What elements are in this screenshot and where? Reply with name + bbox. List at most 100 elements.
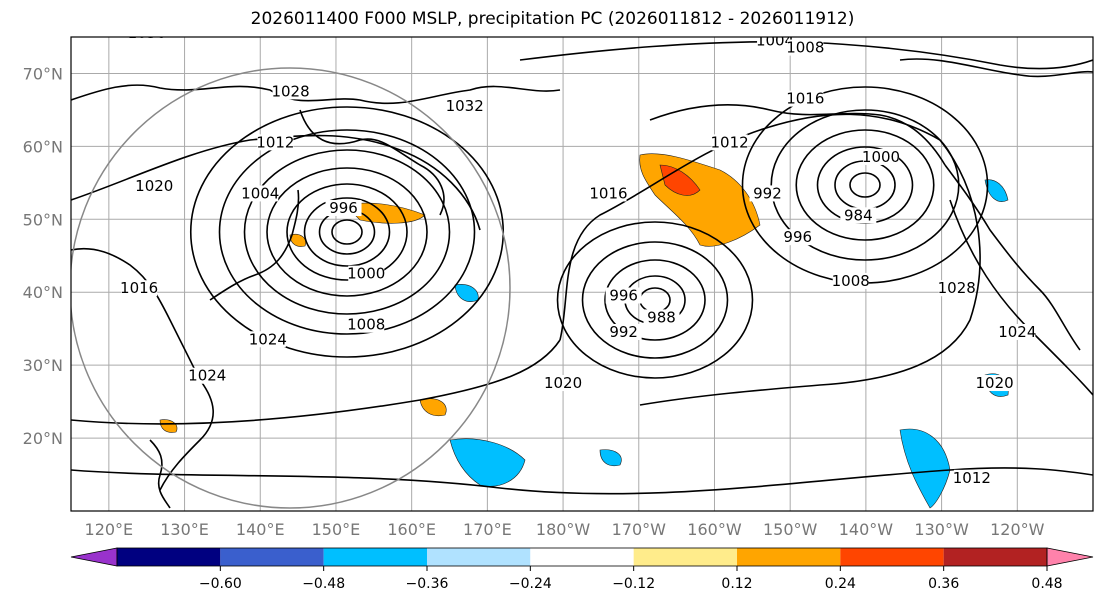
isobar bbox=[286, 183, 408, 281]
isobar bbox=[604, 259, 706, 341]
colorbar-extend-high bbox=[1046, 547, 1094, 567]
lon-tick-label: 140°W bbox=[839, 520, 894, 539]
lon-tick-label: 170°E bbox=[463, 520, 512, 539]
lat-tick-label: 60°N bbox=[23, 137, 63, 156]
isobar bbox=[581, 241, 729, 359]
isobar-label-bg bbox=[605, 323, 642, 340]
isobar bbox=[639, 139, 981, 406]
lon-tick-label: 140°E bbox=[236, 520, 285, 539]
isobar bbox=[770, 109, 960, 261]
lat-tick-label: 30°N bbox=[23, 356, 63, 375]
isobar-label: 1028 bbox=[938, 279, 976, 297]
isobar-label: 1020 bbox=[544, 374, 582, 392]
isobar bbox=[243, 149, 451, 315]
isobar-label: 984 bbox=[844, 206, 873, 224]
isobar-label: 996 bbox=[609, 287, 638, 305]
isobar bbox=[331, 219, 363, 245]
isobar-label-bg bbox=[590, 185, 627, 202]
isobar bbox=[519, 40, 1093, 70]
isobar-label-bg bbox=[787, 90, 824, 107]
coastline bbox=[944, 164, 1081, 351]
isobar-label-bg bbox=[446, 97, 483, 114]
colorbar-segment bbox=[633, 548, 737, 566]
isobar-label: 992 bbox=[753, 184, 782, 202]
precip-patch bbox=[659, 164, 701, 196]
colorbar-tick-label: 0.12 bbox=[721, 576, 752, 592]
coastlines bbox=[71, 58, 1093, 509]
precip-patch bbox=[419, 398, 447, 417]
isobar-label-bg bbox=[749, 185, 786, 202]
colorbar-segment bbox=[530, 548, 634, 566]
colorbar-segment bbox=[943, 548, 1047, 566]
isobar-label-bg bbox=[757, 37, 794, 49]
isobar-label-bg bbox=[128, 37, 165, 41]
colorbar-tick-label: −0.36 bbox=[406, 576, 449, 592]
isobar-label: 1012 bbox=[953, 469, 991, 487]
isobar-label: 1024 bbox=[188, 367, 226, 385]
colorbar-segment bbox=[220, 548, 324, 566]
colorbar-tick-label: 0.24 bbox=[825, 576, 856, 592]
isobar-label: 1016 bbox=[120, 279, 158, 297]
isobar-label: 1020 bbox=[135, 177, 173, 195]
chart-title: 2026011400 F000 MSLP, precipitation PC (… bbox=[250, 9, 855, 29]
lat-tick-label: 70°N bbox=[23, 64, 63, 83]
lon-tick-label: 180°W bbox=[536, 520, 591, 539]
isobar-label: 1028 bbox=[271, 82, 309, 100]
isobar bbox=[71, 339, 561, 425]
coastline bbox=[899, 58, 1093, 78]
coastline bbox=[209, 189, 300, 301]
isobar-label-bg bbox=[348, 316, 385, 333]
lat-tick-label: 40°N bbox=[23, 283, 63, 302]
colorbar-segment bbox=[840, 548, 944, 566]
isobar-label: 1024 bbox=[998, 323, 1036, 341]
isobar-label-bg bbox=[787, 39, 824, 56]
isobar-label-bg bbox=[545, 375, 582, 392]
latitude-labels: 70°N 60°N 50°N 40°N 30°N 20°N bbox=[23, 64, 63, 448]
isobar bbox=[795, 129, 935, 241]
isobar-label-bg bbox=[840, 207, 877, 224]
isobar-label: 1004 bbox=[241, 184, 279, 202]
isobar-label-bg bbox=[953, 469, 990, 486]
lon-tick-label: 160°W bbox=[687, 520, 742, 539]
colorbar-tick-label: −0.48 bbox=[302, 576, 345, 592]
isobar-label-bg bbox=[711, 134, 748, 151]
isobar-label-bg bbox=[121, 280, 158, 297]
isobar-label-bg bbox=[605, 287, 642, 304]
isobar-label-bg bbox=[257, 134, 294, 151]
coastline bbox=[299, 109, 445, 216]
colorbar-extend-low bbox=[70, 547, 118, 567]
lon-tick-label: 150°E bbox=[312, 520, 361, 539]
isobar-label-bg bbox=[832, 272, 869, 289]
isobar-label: 996 bbox=[783, 228, 812, 246]
gridlines bbox=[71, 37, 1093, 511]
colorbar-segment bbox=[427, 548, 531, 566]
colorbar: −0.60 −0.48 −0.36 −0.24 −0.12 0.12 0.24 0.36 0.4… bbox=[70, 547, 1094, 592]
precip-patch bbox=[984, 179, 1009, 202]
lon-tick-label: 120°W bbox=[990, 520, 1045, 539]
precip-patch bbox=[289, 233, 306, 247]
isobar bbox=[849, 172, 881, 198]
isobar-label-bg bbox=[976, 375, 1013, 392]
isobar-label: 1016 bbox=[589, 184, 627, 202]
isobar-label: 988 bbox=[647, 308, 676, 326]
isobar-label: 1024 bbox=[249, 330, 287, 348]
isobar-label-bg bbox=[938, 280, 975, 297]
colorbar-segment bbox=[737, 548, 841, 566]
isobar bbox=[303, 197, 391, 267]
colorbar-tick-label: −0.12 bbox=[612, 576, 655, 592]
isobar-label-bg bbox=[999, 323, 1036, 340]
colorbar-tick-label: 0.48 bbox=[1031, 576, 1062, 592]
isobar bbox=[218, 129, 476, 335]
precip-patch bbox=[159, 419, 178, 433]
coastline bbox=[649, 104, 946, 166]
isobar bbox=[556, 221, 754, 379]
longitude-labels: 120°E 130°E 140°E 150°E 160°E 170°E 180°W 170°W… bbox=[85, 520, 1045, 539]
isobar bbox=[266, 167, 428, 297]
lon-tick-label: 130°E bbox=[160, 520, 209, 539]
lon-tick-label: 170°W bbox=[612, 520, 667, 539]
colorbar-tick-label: −0.60 bbox=[199, 576, 242, 592]
lon-tick-label: 120°E bbox=[85, 520, 134, 539]
isobar-labels: 1036 1028 1032 1012 1020 1004 996 1000 1008 1016 1… bbox=[120, 37, 1036, 487]
coastline bbox=[71, 247, 214, 491]
